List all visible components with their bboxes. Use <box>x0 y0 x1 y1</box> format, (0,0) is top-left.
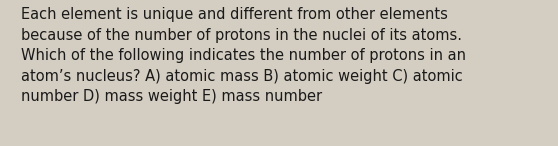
Text: Each element is unique and different from other elements
because of the number o: Each element is unique and different fro… <box>21 7 466 104</box>
